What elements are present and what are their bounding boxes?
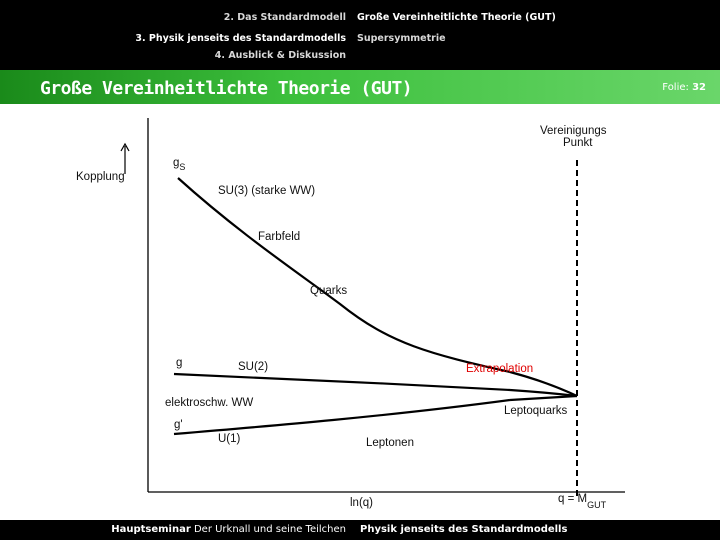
coupling-diagram: Kopplung Vereinigungs Punkt gS SU(3) (st… <box>70 104 650 520</box>
unification-label-line1: Vereinigungs <box>540 125 607 137</box>
x-axis-label: ln(q) <box>350 497 373 509</box>
su3-extrapolation <box>509 370 578 397</box>
g-label: g <box>176 357 182 369</box>
footer-seminar-bold: Hauptseminar <box>111 524 191 535</box>
quarks-label: Quarks <box>310 285 347 297</box>
nav-item-supersymmetrie[interactable]: Supersymmetrie <box>357 33 446 44</box>
farbfeld-label: Farbfeld <box>258 231 300 243</box>
navigation-bar: 2. Das Standardmodell 3. Physik jenseits… <box>0 0 720 70</box>
y-axis-arrowhead <box>120 142 130 152</box>
nav-item-ausblick[interactable]: 4. Ausblick & Diskussion <box>214 50 346 61</box>
unification-label-line2: Punkt <box>563 137 593 149</box>
diagram-svg: Kopplung Vereinigungs Punkt gS SU(3) (st… <box>76 118 625 510</box>
nav-item-standardmodell[interactable]: 2. Das Standardmodell <box>223 12 346 23</box>
su3-label: SU(3) (starke WW) <box>218 185 315 197</box>
footer-seminar-title: Der Urknall und seine Teilchen <box>193 524 346 535</box>
y-axis-label: Kopplung <box>76 171 125 183</box>
slide-number-label: Folie: <box>662 82 689 93</box>
su2-label: SU(2) <box>238 361 268 373</box>
footer-seminar: Hauptseminar Der Urknall und seine Teilc… <box>111 524 346 535</box>
leptonen-label: Leptonen <box>366 437 414 449</box>
footer-bar: Hauptseminar Der Urknall und seine Teilc… <box>0 520 720 540</box>
su2-coupling-curve <box>173 372 511 392</box>
extrapolation-label: Extrapolation <box>466 363 533 375</box>
leptoquarks-label: Leptoquarks <box>504 405 568 417</box>
title-bar: Große Vereinheitlichte Theorie (GUT) Fol… <box>0 70 720 104</box>
u1-label: U(1) <box>218 433 241 445</box>
u1-extrapolation <box>509 394 578 402</box>
slide-number: Folie: 32 <box>662 82 706 93</box>
nav-item-physik-jenseits[interactable]: 3. Physik jenseits des Standardmodells <box>135 33 346 44</box>
gs-label: gS <box>173 157 185 172</box>
slide-title: Große Vereinheitlichte Theorie (GUT) <box>40 78 413 99</box>
footer-section: Physik jenseits des Standardmodells <box>360 524 568 535</box>
nav-item-gut[interactable]: Große Vereinheitlichte Theorie (GUT) <box>357 12 556 23</box>
gprime-label: g' <box>174 419 183 431</box>
x-mark-label: q = MGUT <box>558 493 607 510</box>
electroweak-label: elektroschw. WW <box>165 397 253 409</box>
slide-number-value: 32 <box>692 82 706 93</box>
su3-coupling-curve <box>177 177 511 374</box>
u1-coupling-curve <box>173 398 511 436</box>
